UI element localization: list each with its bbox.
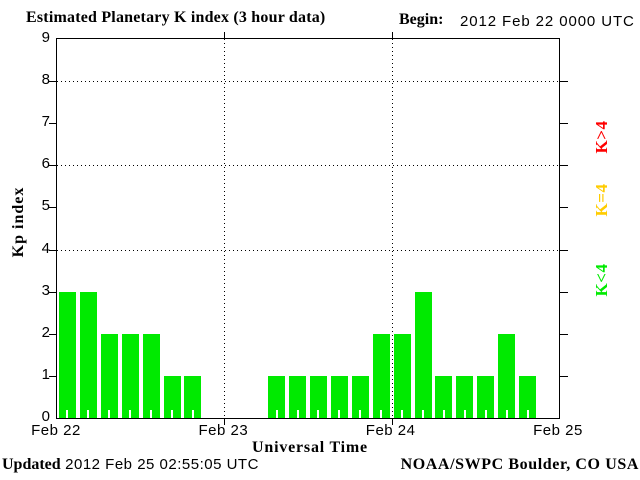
bar-axis-notch bbox=[66, 410, 68, 418]
kp-bar bbox=[100, 334, 118, 418]
begin-value: 2012 Feb 22 0000 UTC bbox=[460, 13, 635, 30]
legend-item: K<4 bbox=[592, 263, 611, 297]
kp-bar bbox=[268, 376, 286, 418]
begin-label: Begin: bbox=[399, 11, 444, 28]
kp-bar bbox=[414, 292, 432, 418]
x-tick-label: Feb 23 bbox=[198, 422, 249, 439]
bar-axis-notch bbox=[380, 410, 382, 418]
kp-bar bbox=[435, 376, 453, 418]
day-tick-top bbox=[224, 32, 225, 38]
y-tick-right bbox=[560, 334, 568, 335]
bar-axis-notch bbox=[297, 410, 299, 418]
y-tick-left bbox=[49, 292, 56, 293]
y-tick-label: 0 bbox=[41, 408, 50, 425]
y-tick-left bbox=[49, 376, 56, 377]
bar-axis-notch bbox=[359, 410, 361, 418]
bar-axis-notch bbox=[506, 410, 508, 418]
plot-area bbox=[49, 32, 568, 425]
bar-axis-notch bbox=[171, 410, 173, 418]
y-tick-label: 1 bbox=[41, 365, 50, 383]
y-tick-right bbox=[560, 376, 568, 377]
kp-bar bbox=[79, 292, 97, 418]
bar-axis-notch bbox=[129, 410, 131, 418]
gridline-day bbox=[224, 39, 225, 418]
kp-bar bbox=[289, 376, 307, 418]
y-tick-right bbox=[560, 207, 568, 208]
x-tick-label: Feb 25 bbox=[533, 422, 583, 439]
x-tick-label: Feb 22 bbox=[31, 422, 81, 439]
legend-item: K=4 bbox=[592, 183, 611, 217]
credit-text: NOAA/SWPC Boulder, CO USA bbox=[400, 456, 639, 473]
day-tick-bottom bbox=[392, 419, 393, 425]
y-tick-label: 3 bbox=[41, 281, 50, 299]
y-tick-right bbox=[560, 250, 568, 251]
kp-bar bbox=[163, 376, 181, 418]
gridline-y bbox=[57, 81, 559, 83]
x-tick-label: Feb 24 bbox=[365, 422, 416, 439]
bar-axis-notch bbox=[464, 410, 466, 418]
legend-item: K>4 bbox=[592, 120, 611, 154]
bar-axis-notch bbox=[338, 410, 340, 418]
y-tick-label: 4 bbox=[41, 239, 50, 257]
y-tick-left bbox=[49, 250, 56, 251]
updated-label: Updated bbox=[2, 456, 61, 473]
gridline-y bbox=[57, 249, 559, 251]
y-tick-label: 6 bbox=[41, 155, 50, 173]
kp-bar bbox=[372, 334, 390, 418]
day-tick-top bbox=[392, 32, 393, 38]
bar-axis-notch bbox=[150, 410, 152, 418]
y-tick-label: 9 bbox=[41, 29, 50, 46]
bar-axis-notch bbox=[317, 410, 319, 418]
kp-bar bbox=[184, 376, 202, 418]
gridline-y bbox=[57, 165, 559, 167]
bar-axis-notch bbox=[87, 410, 89, 418]
y-tick-right bbox=[560, 165, 568, 166]
y-tick-label: 2 bbox=[41, 323, 50, 341]
kp-bar bbox=[309, 376, 327, 418]
y-tick-label: 5 bbox=[41, 197, 50, 215]
bar-axis-notch bbox=[485, 410, 487, 418]
y-tick-left bbox=[49, 334, 56, 335]
y-axis-title: Kp index bbox=[10, 186, 27, 258]
kp-bar bbox=[393, 334, 411, 418]
bar-axis-notch bbox=[422, 410, 424, 418]
kp-bar bbox=[142, 334, 160, 418]
kp-bar bbox=[351, 376, 369, 418]
bar-axis-notch bbox=[443, 410, 445, 418]
y-tick-label: 8 bbox=[41, 71, 50, 89]
y-tick-right bbox=[560, 123, 568, 124]
y-tick-left bbox=[49, 165, 56, 166]
kp-bar bbox=[477, 376, 495, 418]
x-axis-title: Universal Time bbox=[252, 439, 368, 456]
kp-bar bbox=[498, 334, 516, 418]
y-tick-left bbox=[49, 123, 56, 124]
updated-value: 2012 Feb 25 02:55:05 UTC bbox=[65, 456, 259, 473]
gridline-day bbox=[392, 39, 393, 418]
updated-line: Updated 2012 Feb 25 02:55:05 UTC bbox=[2, 456, 259, 474]
bar-axis-notch bbox=[527, 410, 529, 418]
kp-bar bbox=[456, 376, 474, 418]
y-tick-left bbox=[49, 207, 56, 208]
y-tick-label: 7 bbox=[41, 113, 50, 131]
kp-bar bbox=[121, 334, 139, 418]
bar-axis-notch bbox=[192, 410, 194, 418]
bar-axis-notch bbox=[276, 410, 278, 418]
chart-title: Estimated Planetary K index (3 hour data… bbox=[26, 9, 326, 26]
y-tick-left bbox=[49, 81, 56, 82]
bar-axis-notch bbox=[108, 410, 110, 418]
bar-axis-notch bbox=[401, 410, 403, 418]
kp-bar bbox=[58, 292, 76, 418]
kp-bar bbox=[330, 376, 348, 418]
day-tick-bottom bbox=[224, 419, 225, 425]
y-tick-right bbox=[560, 81, 568, 82]
kp-bar bbox=[519, 376, 537, 418]
y-tick-right bbox=[560, 292, 568, 293]
